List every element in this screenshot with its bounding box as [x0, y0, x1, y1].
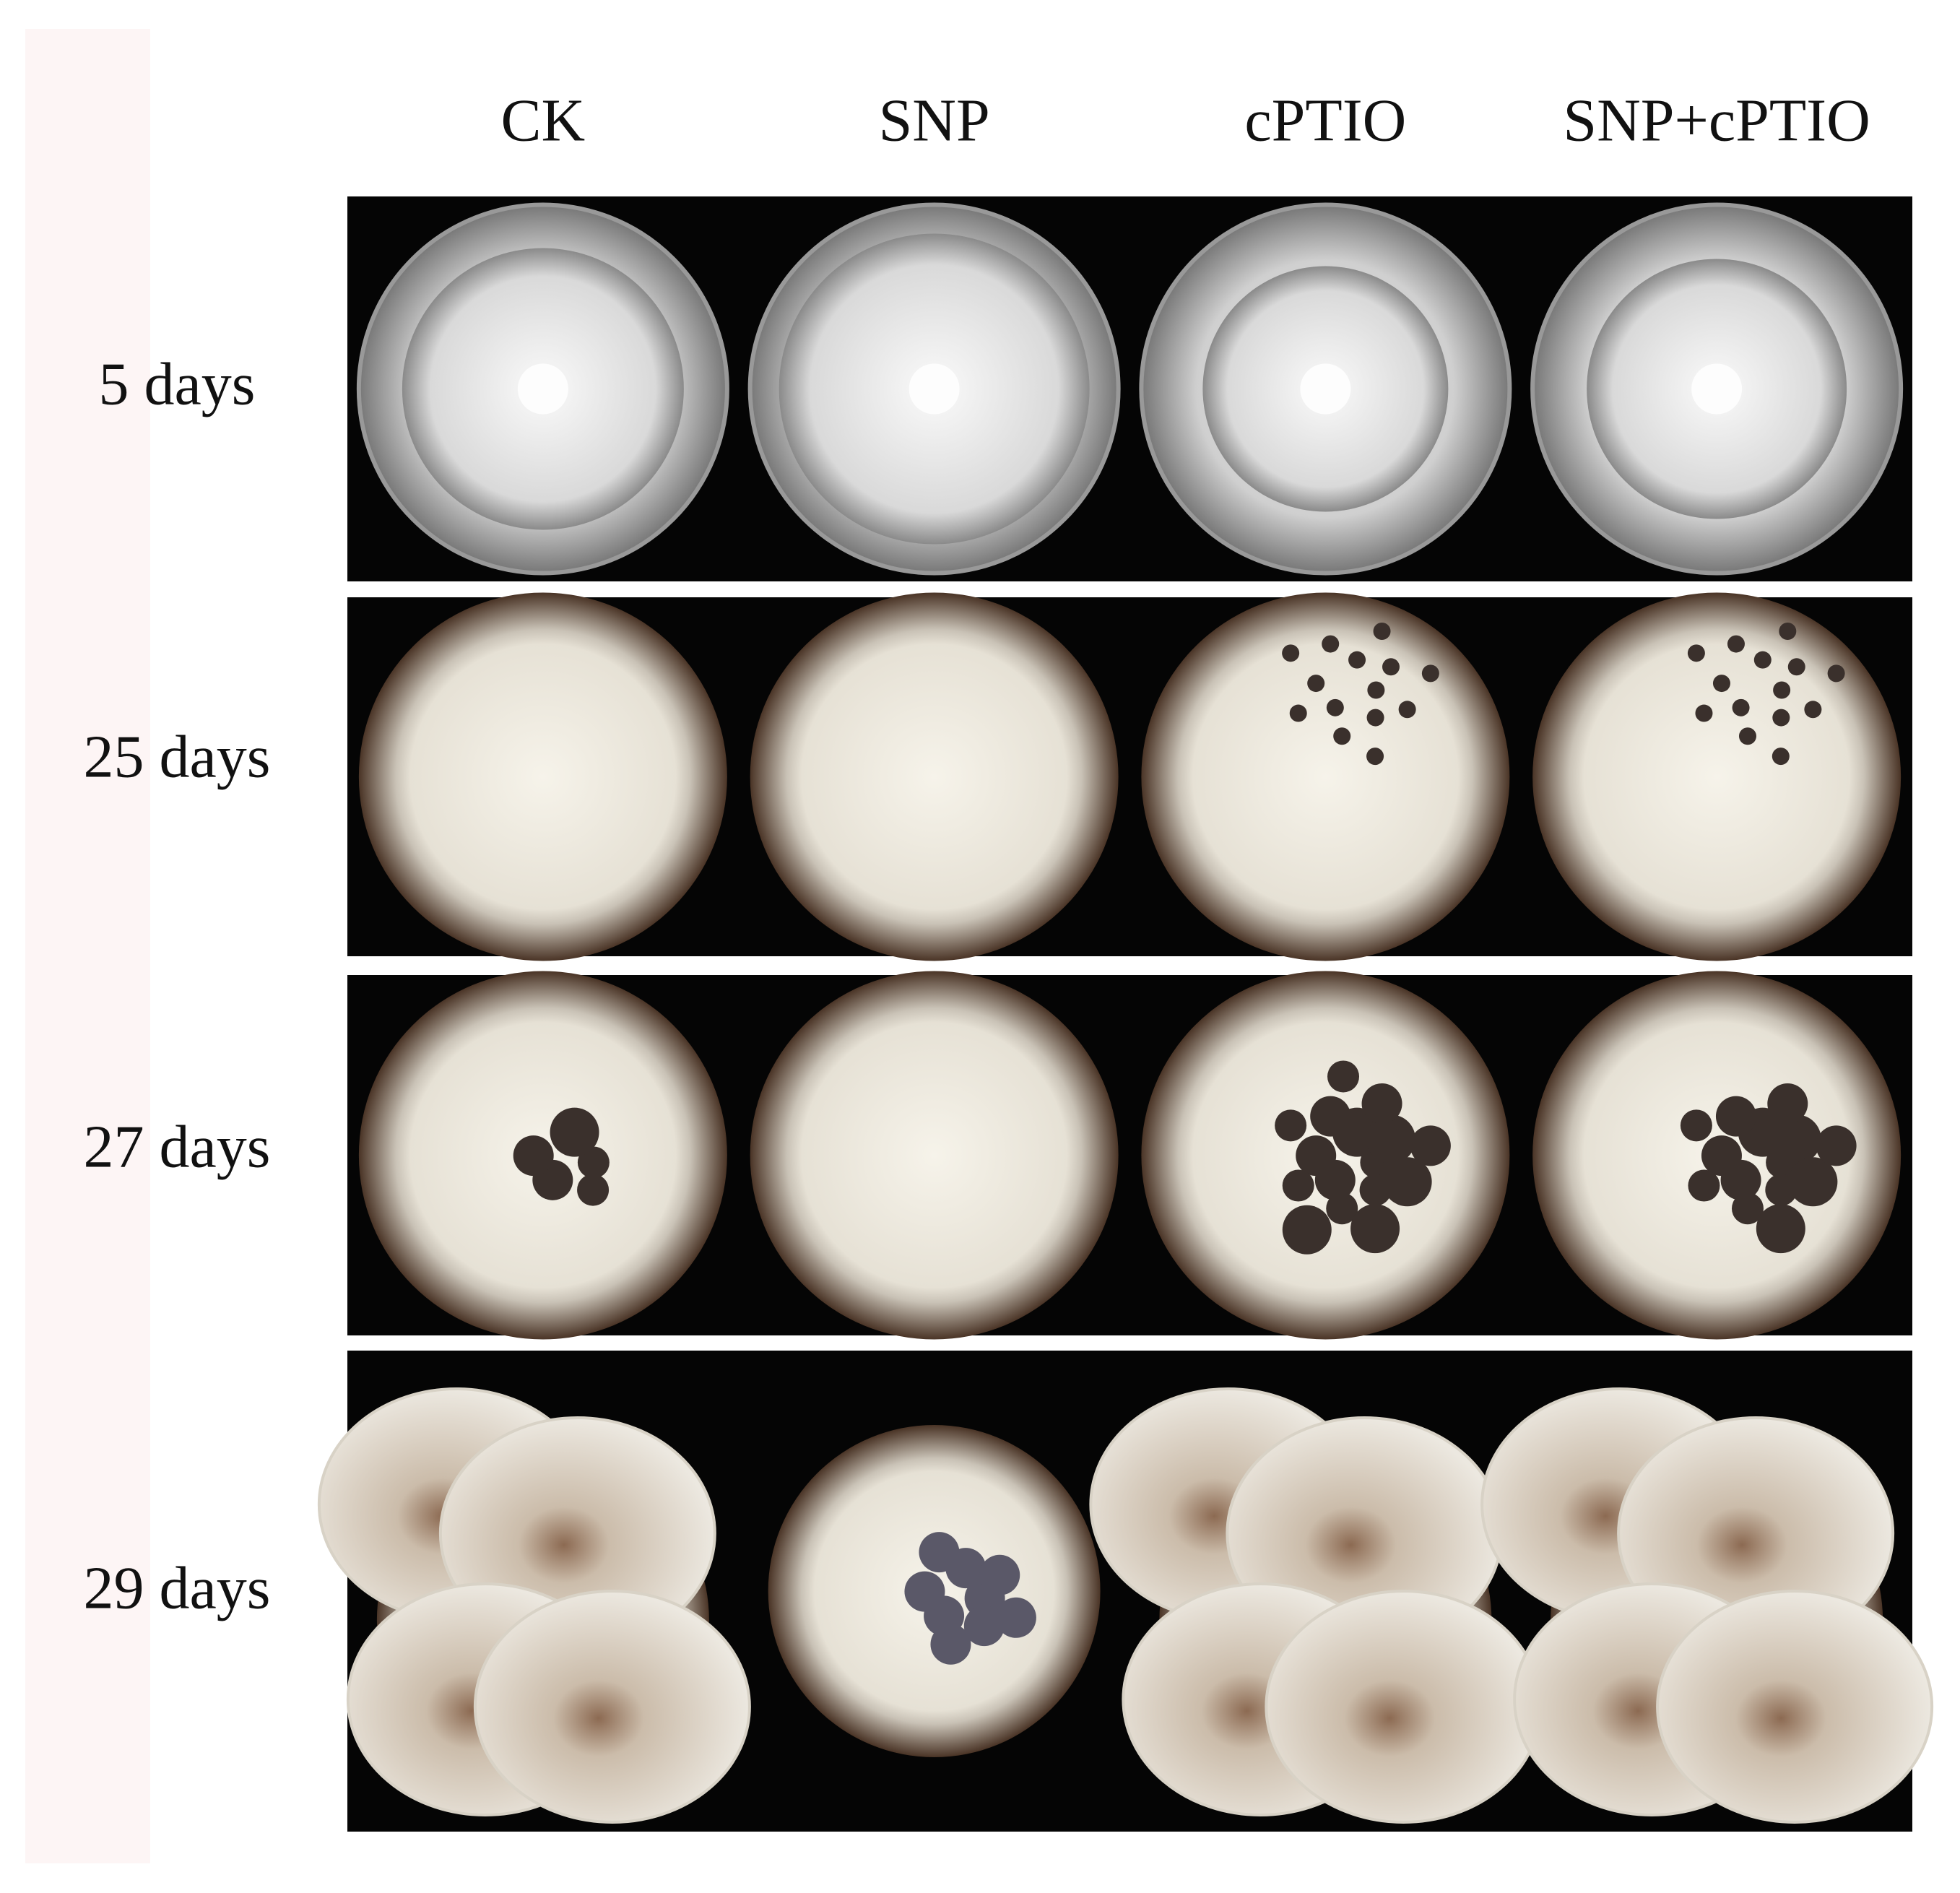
- column-label: CK: [501, 87, 586, 154]
- row-label: 29 days: [84, 1554, 271, 1621]
- primordium: [1756, 1204, 1805, 1254]
- primordium: [1322, 635, 1340, 653]
- primordium: [1366, 709, 1384, 727]
- primordium: [1731, 1192, 1764, 1225]
- primordium: [550, 1107, 599, 1157]
- primordium: [1827, 664, 1845, 683]
- row-label: 5 days: [99, 350, 256, 417]
- primordium: [1772, 1114, 1821, 1164]
- side-strip: [25, 29, 150, 1863]
- primordium: [1326, 1192, 1358, 1225]
- primordium: [1366, 748, 1384, 766]
- jar: [750, 592, 1119, 961]
- primordium: [1333, 727, 1351, 745]
- mushroom-cap: [473, 1590, 751, 1824]
- primordium: [1695, 704, 1713, 722]
- primordium: [1680, 1109, 1712, 1142]
- primordium: [1687, 644, 1705, 662]
- primordium: [1732, 698, 1750, 716]
- primordium: [1787, 658, 1805, 676]
- primordium: [930, 1624, 971, 1665]
- primordium: [1326, 698, 1344, 716]
- primordium: [1275, 1109, 1307, 1142]
- primordium: [979, 1554, 1020, 1595]
- jar: [358, 592, 727, 961]
- inoculum: [1691, 363, 1743, 415]
- primordium: [1738, 727, 1756, 745]
- mushroom-cap: [1656, 1590, 1934, 1824]
- inoculum: [1300, 363, 1351, 415]
- inoculum: [517, 363, 568, 415]
- primordium: [1289, 704, 1307, 722]
- primordium: [1382, 1157, 1432, 1207]
- jar: [1532, 592, 1902, 961]
- primordium: [1296, 1135, 1337, 1177]
- primordium: [904, 1571, 945, 1612]
- primordium: [577, 1146, 610, 1179]
- column-label: SNP: [879, 87, 990, 154]
- primordium: [1310, 1096, 1351, 1137]
- primordium: [1701, 1135, 1742, 1177]
- primordium: [1382, 658, 1400, 676]
- primordium: [1348, 651, 1366, 669]
- primordium: [1361, 1083, 1402, 1124]
- row-label: 27 days: [84, 1113, 271, 1180]
- column-label: cPTIO: [1244, 87, 1406, 154]
- primordium: [577, 1174, 610, 1206]
- primordium: [1688, 1169, 1720, 1202]
- primordium: [1307, 675, 1325, 693]
- primordium: [1350, 1204, 1400, 1254]
- primordium: [919, 1532, 960, 1573]
- primordium: [1788, 1157, 1838, 1207]
- primordium: [1366, 1114, 1416, 1164]
- row-label: 25 days: [84, 723, 271, 790]
- primordium: [1753, 651, 1772, 669]
- primordium: [1773, 681, 1791, 699]
- primordium: [995, 1597, 1036, 1638]
- primordium: [1767, 1083, 1808, 1124]
- primordium: [1373, 622, 1391, 640]
- primordium: [1410, 1125, 1451, 1166]
- primordium: [1779, 622, 1797, 640]
- primordium: [513, 1135, 554, 1177]
- primordium: [1804, 701, 1822, 719]
- primordium: [1712, 675, 1730, 693]
- primordium: [1282, 1205, 1332, 1255]
- primordium: [1398, 701, 1416, 719]
- primordium: [1727, 635, 1745, 653]
- primordium: [1421, 664, 1439, 683]
- column-label: SNP+cPTIO: [1563, 87, 1870, 154]
- mushroom-cap: [1265, 1590, 1543, 1824]
- inoculum: [909, 363, 960, 415]
- primordium: [1816, 1125, 1857, 1166]
- primordium: [1367, 681, 1385, 699]
- primordium: [1282, 1169, 1314, 1202]
- jar: [1141, 592, 1510, 961]
- primordium: [963, 1606, 1005, 1647]
- primordium: [1282, 644, 1300, 662]
- primordium: [1772, 709, 1790, 727]
- primordium: [1327, 1060, 1360, 1093]
- primordium: [1772, 748, 1790, 766]
- primordium: [1715, 1096, 1756, 1137]
- jar: [750, 971, 1119, 1340]
